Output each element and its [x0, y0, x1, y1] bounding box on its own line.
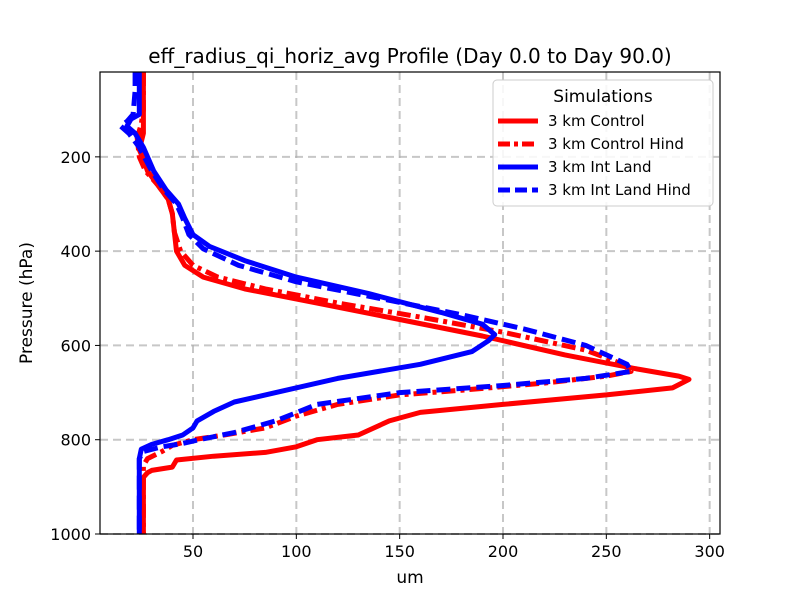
legend-title: Simulations — [553, 87, 653, 107]
x-axis-label: um — [396, 568, 423, 588]
series-line-3 — [124, 72, 498, 534]
y-tick-label: 400 — [60, 242, 91, 261]
y-tick-label: 800 — [60, 431, 91, 450]
legend-label-2: 3 km Control Hind — [548, 135, 684, 153]
ticks: 50 100 150 200 250 300 200 400 600 800 1000 — [50, 148, 725, 561]
legend-label-4: 3 km Int Land Hind — [548, 181, 691, 199]
series-line-2 — [134, 72, 634, 534]
legend-label-3: 3 km Int Land — [548, 158, 652, 176]
legend: Simulations 3 km Control 3 km Control Hin… — [492, 79, 714, 207]
y-tick-label: 600 — [60, 336, 91, 355]
y-axis-label: Pressure (hPa) — [17, 242, 37, 364]
x-tick-label: 150 — [384, 542, 415, 561]
plot-frame — [99, 71, 721, 535]
series-layer — [118, 72, 692, 534]
series-line-4 — [118, 72, 634, 534]
y-tick-label: 200 — [60, 148, 91, 167]
x-tick-label: 100 — [281, 542, 312, 561]
legend-entries: 3 km Control 3 km Control Hind 3 km Int La… — [498, 112, 691, 199]
legend-label-1: 3 km Control — [548, 112, 645, 130]
x-tick-label: 50 — [183, 542, 203, 561]
chart-title: eff_radius_qi_horiz_avg Profile (Day 0.0… — [148, 44, 671, 68]
x-tick-label: 300 — [694, 542, 725, 561]
x-tick-label: 250 — [591, 542, 622, 561]
y-tick-label: 1000 — [50, 525, 91, 544]
legend-box — [492, 79, 714, 207]
x-tick-label: 200 — [488, 542, 519, 561]
